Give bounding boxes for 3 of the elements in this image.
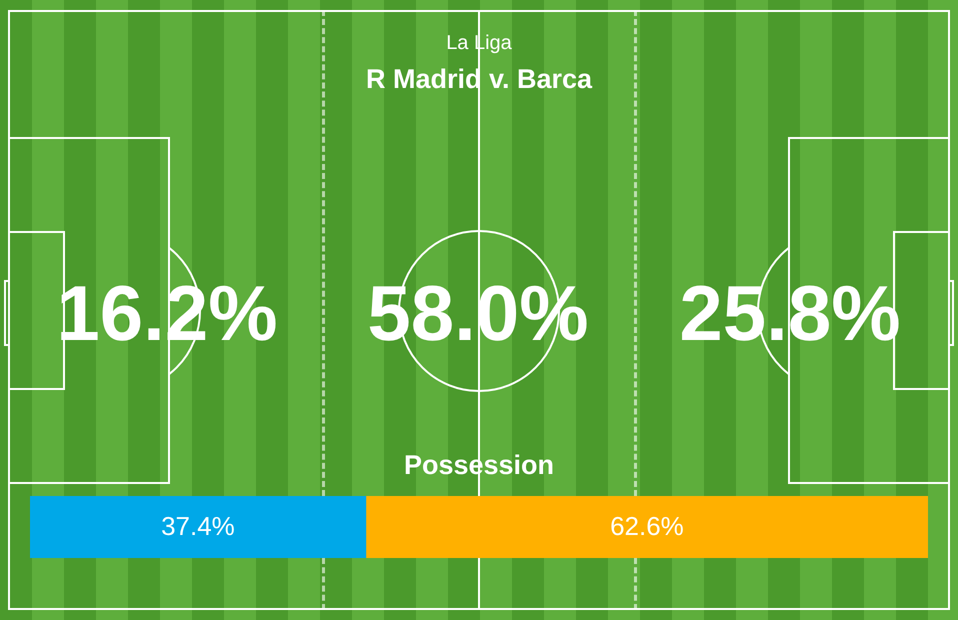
text: R Madrid v. Barca — [364, 64, 594, 95]
data-label: 37.4% — [161, 511, 235, 542]
data-label: 62.6% — [610, 511, 684, 542]
